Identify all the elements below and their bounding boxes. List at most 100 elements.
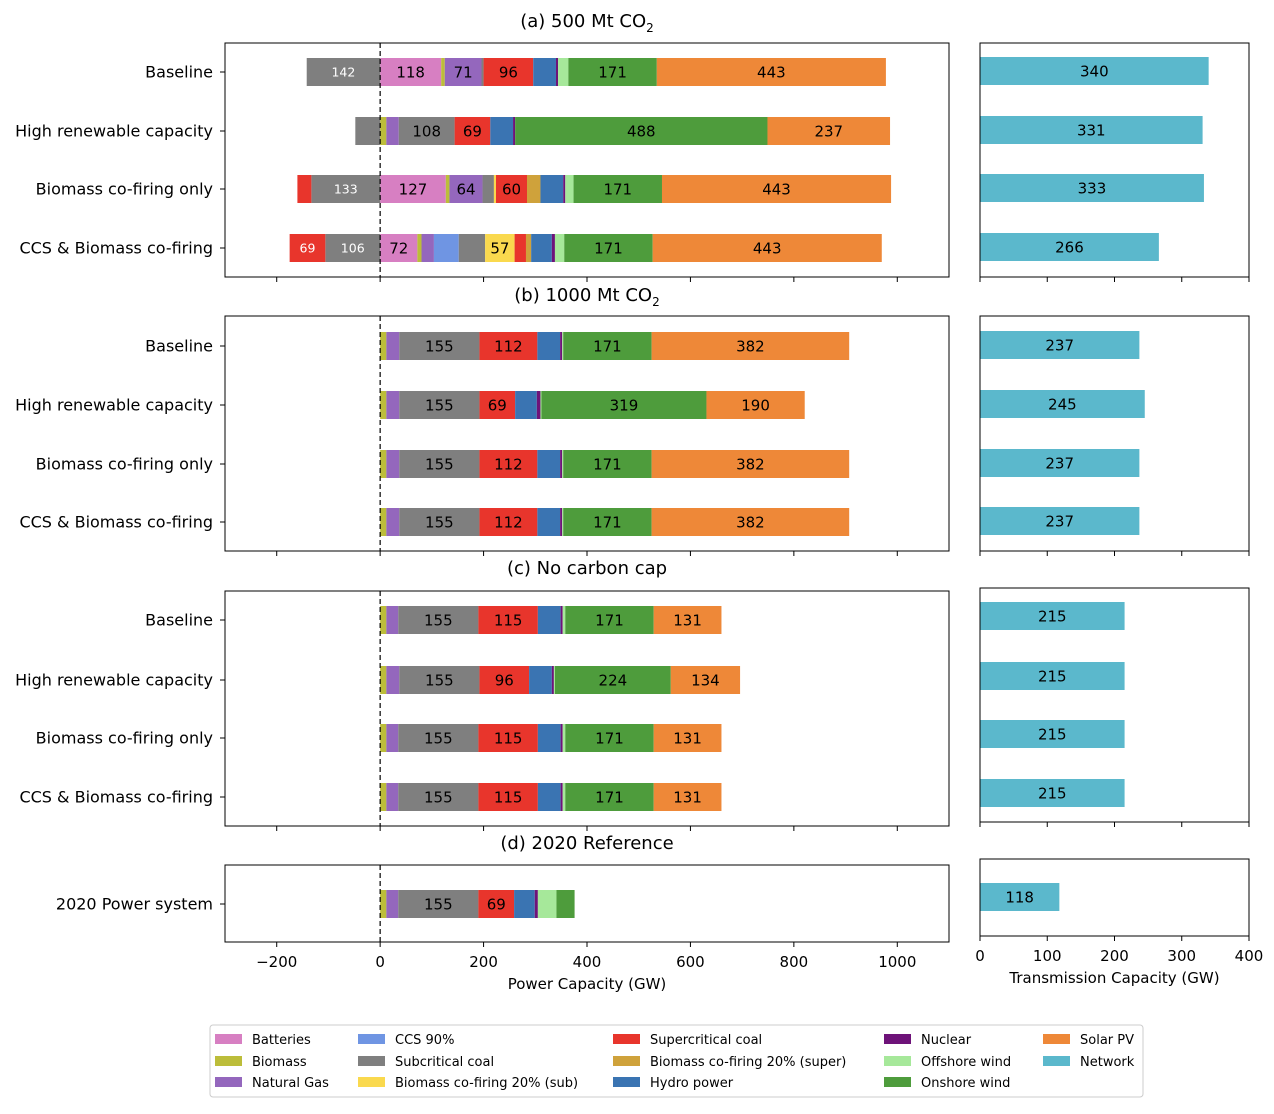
legend-label: Supercritical coal (650, 1033, 762, 1048)
bar-segment-solar (651, 508, 850, 536)
bar-value-label: 155 (424, 612, 453, 630)
bar-value-label: 155 (425, 338, 454, 356)
legend-label: Hydro power (650, 1076, 734, 1091)
bar-segment-neg-supcoal (297, 175, 312, 203)
bar-segment-supcoal (478, 606, 538, 634)
legend-swatch-offshore (884, 1056, 911, 1066)
bar-segment-nuclear (534, 890, 538, 918)
bar-segment-onshore (565, 606, 654, 634)
bar-row: 155 96 224 134 (380, 666, 741, 694)
bar-segment-hydro (537, 724, 561, 752)
bar-value-label: 69 (488, 397, 507, 415)
bar-value-label: 127 (399, 181, 428, 199)
network-value-label: 340 (1080, 63, 1109, 81)
bar-segment-biomass (417, 234, 422, 262)
bar-row: 155 112 171 382 (380, 508, 850, 536)
row-label: Baseline (145, 611, 213, 630)
bar-value-label: 237 (814, 123, 843, 141)
x-tick-label: 800 (780, 953, 809, 971)
panel-title-subscript: 2 (652, 295, 660, 309)
bar-segment-onshore (515, 117, 768, 145)
bar-value-label-negative: 142 (331, 65, 355, 80)
x-tick-label: 1000 (878, 953, 916, 971)
network-bar (980, 720, 1125, 748)
transmission-x-tick-label: 200 (1100, 947, 1129, 965)
legend-swatch-network (1043, 1056, 1070, 1066)
bar-value-label: 71 (454, 64, 473, 82)
bar-value-label: 155 (425, 514, 454, 532)
bar-segment-biomass (380, 332, 387, 360)
network-bar (980, 602, 1125, 630)
bar-segment-subcoal (458, 234, 486, 262)
bar-segment-supcoal (483, 58, 534, 86)
bar-segment-biomass (380, 450, 387, 478)
bar-value-label: 72 (389, 240, 408, 258)
bar-segment-batteries (380, 175, 446, 203)
bar-value-label: 69 (463, 123, 482, 141)
bar-segment-hydro (490, 117, 514, 145)
network-bar (980, 116, 1203, 144)
bar-segment-ccs (433, 234, 459, 262)
bar-value-label: 115 (494, 789, 523, 807)
bar-segment-biomass (380, 890, 387, 918)
bar-segment-biomass (380, 724, 387, 752)
bar-segment-supcoal (478, 724, 538, 752)
bar-value-label: 443 (757, 64, 786, 82)
bar-row: 155 115 171 131 (380, 724, 722, 752)
bar-row: 155 69 (380, 890, 575, 918)
bar-segment-nuclear (513, 117, 516, 145)
row-label: Biomass co-firing only (36, 180, 213, 199)
legend-label: Nuclear (921, 1033, 972, 1048)
legend-swatch-gas (215, 1077, 242, 1087)
bar-value-label: 224 (599, 672, 628, 690)
row-label: High renewable capacity (15, 671, 213, 690)
transmission-x-tick-label: 0 (975, 947, 985, 965)
bar-segment-gas (386, 508, 400, 536)
panel-title-main: (a) 500 Mt CO (520, 11, 646, 32)
bar-value-label: 190 (741, 397, 770, 415)
bar-segment-onshore (563, 508, 652, 536)
x-tick-label: 600 (676, 953, 705, 971)
bar-row: 108 69 488 237 (355, 117, 891, 145)
legend-swatch-onshore (884, 1077, 911, 1087)
bar-row: 155 115 171 131 (380, 783, 722, 811)
bar-segment-subcoal (399, 450, 480, 478)
bar-segment-offshore (562, 783, 566, 811)
network-value-label: 215 (1038, 785, 1067, 803)
bar-value-label: 171 (603, 181, 632, 199)
bar-segment-solar (656, 58, 886, 86)
bar-row: 155 69 319 190 (380, 391, 805, 419)
bar-segment-subcoal (482, 175, 494, 203)
bar-value-label: 443 (753, 240, 782, 258)
bar-segment-onshore (568, 58, 657, 86)
bar-value-label-negative: 69 (300, 241, 316, 256)
bar-segment-biomass (441, 58, 445, 86)
bar-segment-supcoal (479, 391, 516, 419)
bar-segment-solar (670, 666, 741, 694)
bar-value-label: 171 (595, 612, 624, 630)
bar-segment-offshore (553, 666, 555, 694)
transmission-x-tick-label: 100 (1033, 947, 1062, 965)
legend: Batteries Biomass Natural Gas CCS 90% Subcri… (209, 1024, 1144, 1098)
bar-segment-solar (661, 175, 892, 203)
bar-segment-biomass (380, 508, 387, 536)
bar-segment-hydro (540, 175, 564, 203)
panel-title-subscript: 2 (646, 21, 654, 35)
bar-segment-gas (386, 666, 400, 694)
bar-segment-neg-supcoal (289, 234, 326, 262)
bar-segment-hydro (515, 391, 537, 419)
row-label: Biomass co-firing only (36, 455, 213, 474)
legend-swatch-bcsup (613, 1056, 640, 1066)
bar-value-label: 171 (593, 456, 622, 474)
bar-segment-hydro (537, 332, 561, 360)
bar-segment-supcoal (478, 783, 538, 811)
bar-value-label: 155 (424, 789, 453, 807)
bar-segment-solar (653, 724, 722, 752)
bar-value-label: 112 (494, 514, 523, 532)
x-axis-label: Power Capacity (GW) (508, 975, 667, 993)
bar-segment-subcoal (398, 117, 455, 145)
legend-label: Network (1080, 1055, 1135, 1070)
row-label: CCS & Biomass co-firing (19, 513, 213, 532)
bar-segment-nuclear (560, 508, 563, 536)
bar-value-label: 319 (610, 397, 639, 415)
